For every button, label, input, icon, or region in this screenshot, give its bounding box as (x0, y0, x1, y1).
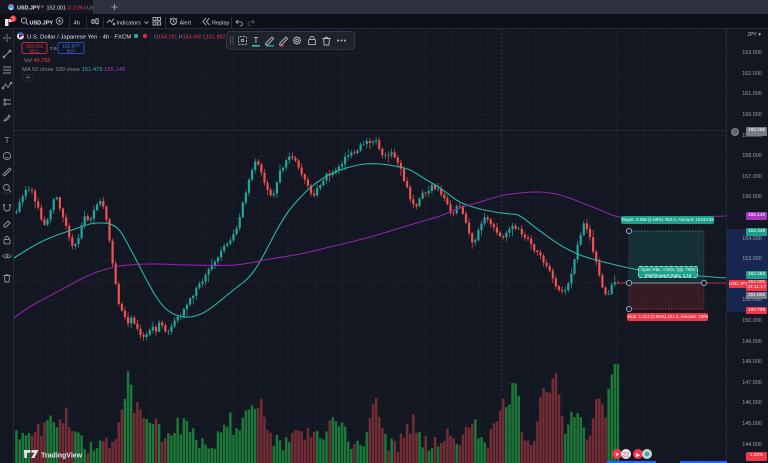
svg-text:Vol 49.756: Vol 49.756 (24, 58, 50, 64)
svg-text:-0.21%: -0.21% (67, 5, 84, 11)
svg-text:Indicators: Indicators (117, 20, 141, 26)
svg-text:Alert: Alert (180, 20, 192, 26)
svg-text:TradingView: TradingView (41, 452, 83, 459)
svg-text:▶: ▶ (636, 452, 640, 458)
svg-text:152.001: 152.001 (47, 5, 67, 11)
svg-text:152.077: 152.077 (62, 44, 80, 50)
svg-text:1: 1 (12, 17, 15, 23)
svg-text:USD.JPY: USD.JPY (30, 20, 54, 26)
svg-text:USD.JPY: USD.JPY (17, 5, 40, 11)
svg-text:BUY: BUY (67, 49, 76, 54)
svg-text:T: T (4, 135, 9, 145)
svg-text:/ Un: / Un (84, 5, 94, 11)
svg-text:7.6: 7.6 (50, 46, 57, 52)
svg-text:Replay: Replay (212, 20, 230, 26)
svg-text:T: T (254, 36, 259, 45)
svg-text:152.001: 152.001 (26, 44, 44, 50)
svg-text:♥: ♥ (615, 453, 619, 459)
svg-text:U.S. Dollar / Japanese Yen · 4: U.S. Dollar / Japanese Yen · 4h · FXCM (27, 34, 131, 40)
svg-text:SELL: SELL (29, 49, 40, 54)
svg-text:O154.291 H154.492 L151.992 C15: O154.291 H154.492 L151.992 C15 (154, 34, 237, 40)
svg-text:22: 22 (623, 453, 630, 459)
svg-text:MA 50 close 100 close 151.479: MA 50 close 100 close 151.479 155.140 (22, 67, 125, 73)
svg-text:4h: 4h (74, 20, 80, 26)
